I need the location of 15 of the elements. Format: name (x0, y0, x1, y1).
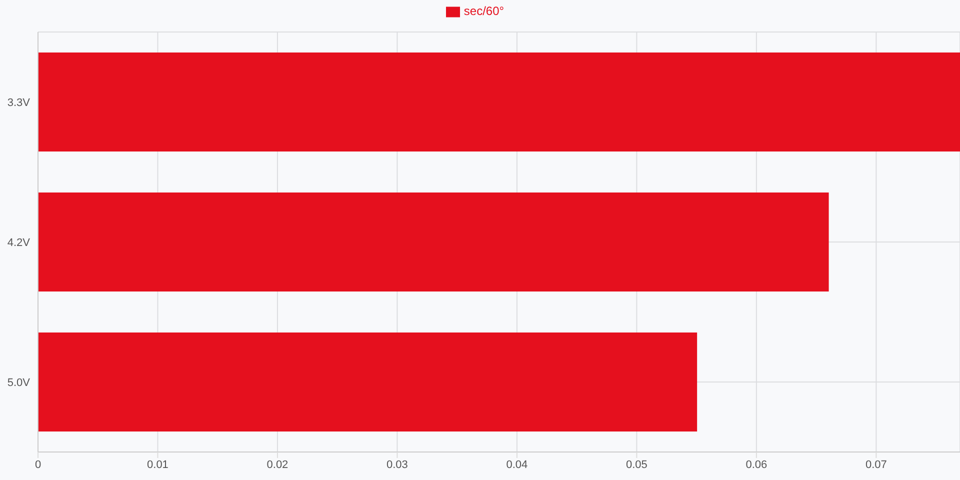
x-tick-label: 0.07 (865, 458, 887, 471)
x-tick-label: 0.04 (506, 458, 528, 471)
x-tick-label: 0.03 (386, 458, 408, 471)
x-tick-label: 0.06 (746, 458, 768, 471)
bar (38, 192, 829, 292)
y-tick-label: 3.3V (7, 96, 31, 109)
y-tick-label: 4.2V (7, 236, 31, 249)
legend-label: sec/60° (464, 4, 504, 18)
x-tick-label: 0.01 (147, 458, 168, 471)
bar (38, 52, 960, 152)
y-tick-label: 5.0V (7, 376, 31, 389)
x-tick-label: 0.05 (626, 458, 648, 471)
x-tick-label: 0 (34, 458, 42, 471)
x-tick-label: 0.02 (266, 458, 288, 471)
bar (38, 332, 698, 432)
